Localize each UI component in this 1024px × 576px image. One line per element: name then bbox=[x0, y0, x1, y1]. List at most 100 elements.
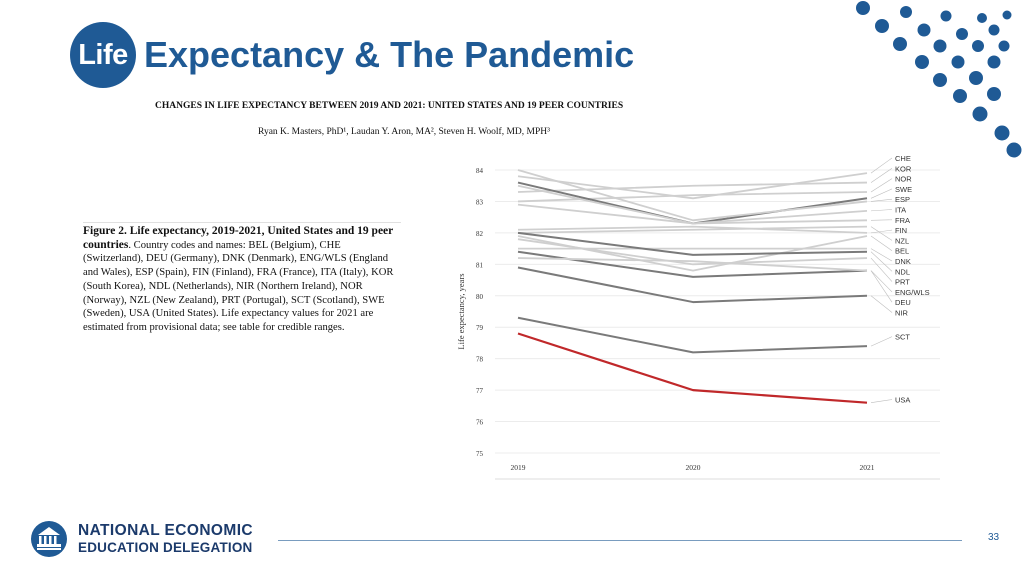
series-line-nor bbox=[517, 191, 868, 203]
series-line-ita bbox=[517, 184, 868, 225]
series-label-ndl: NDL bbox=[895, 267, 910, 276]
decorative-dot bbox=[987, 87, 1001, 101]
series-line-eng-wls bbox=[517, 250, 868, 278]
series-label-nir: NIR bbox=[895, 309, 909, 318]
series-label-ita: ITA bbox=[895, 206, 906, 215]
label-leader bbox=[870, 229, 893, 234]
y-tick-label: 78 bbox=[476, 356, 484, 364]
series-label-nor: NOR bbox=[895, 175, 912, 184]
chart-grid bbox=[495, 169, 940, 454]
y-tick-label: 79 bbox=[476, 324, 484, 332]
decorative-dot bbox=[917, 23, 931, 37]
series-line-fin bbox=[517, 225, 868, 234]
series-label-kor: KOR bbox=[895, 164, 912, 173]
decorative-dot bbox=[933, 39, 947, 53]
title-text: Expectancy & The Pandemic bbox=[144, 34, 635, 75]
figure-label: Figure 2 bbox=[83, 225, 124, 237]
series-line-usa bbox=[517, 332, 868, 404]
decorative-dot bbox=[1006, 142, 1022, 158]
paper-title: CHANGES IN LIFE EXPECTANCY BETWEEN 2019 … bbox=[155, 101, 624, 111]
label-leader bbox=[870, 399, 893, 403]
decorative-dot bbox=[915, 55, 929, 69]
decorative-dot bbox=[969, 71, 983, 85]
x-tick-label: 2019 bbox=[511, 463, 526, 472]
label-leader bbox=[870, 178, 893, 193]
label-leader bbox=[870, 270, 893, 293]
org-name-line2: EDUCATION DELEGATION bbox=[78, 540, 253, 555]
label-leader bbox=[870, 257, 893, 282]
series-line-swe bbox=[517, 181, 868, 225]
series-line-prt bbox=[517, 238, 868, 266]
org-name-line1: NATIONAL ECONOMIC bbox=[78, 522, 253, 539]
series-label-usa: USA bbox=[895, 396, 910, 405]
label-leader bbox=[870, 235, 893, 251]
series-line-kor bbox=[517, 181, 868, 193]
decorative-dot bbox=[900, 6, 912, 18]
decorative-dot bbox=[988, 24, 1000, 36]
y-tick-label: 82 bbox=[476, 230, 484, 238]
figure-body: . Country codes and names: BEL (Belgium)… bbox=[83, 239, 394, 333]
figure-title: . Life expectancy, 2019-2021, United Sta… bbox=[83, 225, 394, 251]
y-tick-label: 80 bbox=[476, 293, 484, 301]
x-tick-label: 2021 bbox=[860, 463, 875, 472]
label-leader bbox=[870, 219, 893, 221]
decorative-dot bbox=[875, 19, 889, 33]
y-tick-label: 81 bbox=[476, 261, 484, 269]
label-leader bbox=[870, 226, 893, 241]
chart-series bbox=[517, 169, 868, 404]
title-badge: Life bbox=[70, 22, 136, 88]
label-leader bbox=[870, 209, 893, 212]
label-leader bbox=[870, 270, 893, 303]
series-line-nzl bbox=[517, 225, 868, 234]
series-label-dnk: DNK bbox=[895, 257, 911, 266]
chart-axes: 75 76 77 78 79 80 81 82 83 84 2019 2020 2021 Life exp… bbox=[456, 167, 940, 480]
paper-authors: Ryan K. Masters, PhD¹, Laudan Y. Aron, M… bbox=[258, 127, 550, 137]
decorative-dot bbox=[856, 1, 870, 15]
y-tick-label: 83 bbox=[476, 198, 484, 206]
series-label-prt: PRT bbox=[895, 278, 910, 287]
decorative-dots bbox=[856, 1, 1022, 158]
y-axis-label: Life expectancy, years bbox=[456, 273, 466, 349]
label-leader bbox=[870, 336, 893, 347]
y-tick-label: 75 bbox=[476, 450, 484, 458]
decorative-dot bbox=[956, 28, 968, 40]
label-leader bbox=[870, 198, 893, 202]
decorative-dot bbox=[994, 125, 1010, 141]
series-label-esp: ESP bbox=[895, 195, 910, 204]
decorative-dot bbox=[972, 106, 988, 122]
series-label-fra: FRA bbox=[895, 216, 910, 225]
series-line-esp bbox=[517, 169, 868, 222]
capitol-icon bbox=[31, 521, 67, 557]
series-line-che bbox=[517, 172, 868, 200]
y-tick-label: 76 bbox=[476, 419, 484, 427]
slide-title: Life Expectancy & The Pandemic bbox=[70, 22, 634, 88]
series-label-bel: BEL bbox=[895, 247, 909, 256]
decorative-dot bbox=[940, 10, 952, 22]
label-leader bbox=[870, 188, 893, 199]
page-number: 33 bbox=[988, 532, 1000, 543]
org-logo: NATIONAL ECONOMIC EDUCATION DELEGATION bbox=[30, 520, 253, 558]
label-leader bbox=[870, 168, 893, 183]
decorative-dot bbox=[1002, 10, 1012, 20]
y-tick-label: 84 bbox=[476, 167, 484, 175]
decorative-dot bbox=[933, 73, 947, 87]
series-label-eng-wls: ENG/WLS bbox=[895, 288, 930, 297]
label-leader bbox=[870, 251, 893, 272]
series-line-nir bbox=[517, 266, 868, 304]
series-label-deu: DEU bbox=[895, 298, 911, 307]
decorative-dot bbox=[987, 55, 1001, 69]
decorative-dot bbox=[977, 13, 987, 23]
series-label-swe: SWE bbox=[895, 185, 912, 194]
label-leader bbox=[870, 295, 893, 313]
series-label-nzl: NZL bbox=[895, 236, 909, 245]
x-tick-label: 2020 bbox=[686, 463, 701, 472]
series-label-fin: FIN bbox=[895, 226, 907, 235]
series-label-sct: SCT bbox=[895, 333, 910, 342]
decorative-dot bbox=[998, 40, 1010, 52]
decorative-dot bbox=[893, 37, 907, 51]
series-line-sct bbox=[517, 316, 868, 354]
decorative-dot bbox=[953, 89, 967, 103]
footer-divider bbox=[278, 540, 962, 541]
series-line-fra bbox=[517, 203, 868, 225]
